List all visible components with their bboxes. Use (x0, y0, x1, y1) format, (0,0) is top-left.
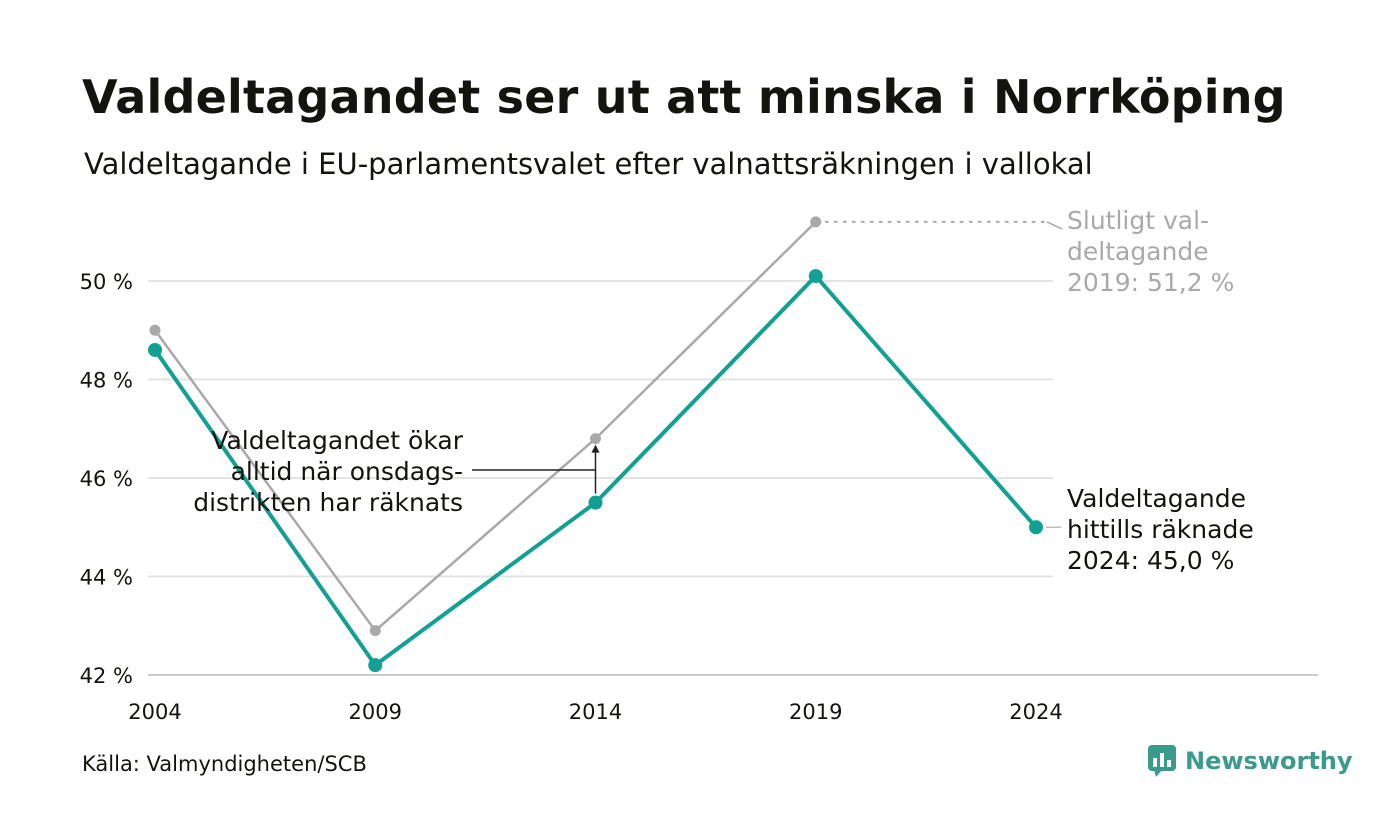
y-tick-label: 50 % (80, 270, 133, 294)
counted-2024-label: Valdeltagande (1067, 484, 1246, 513)
x-tick-label: 2009 (349, 700, 402, 724)
chart-subtitle: Valdeltagande i EU-parlamentsvalet efter… (84, 147, 1093, 181)
y-tick-label: 46 % (80, 467, 133, 491)
counted-turnout-point (368, 658, 383, 673)
x-tick-label: 2014 (569, 700, 622, 724)
final-2019-label: Slutligt val- (1067, 206, 1209, 235)
brand-logo: Newsworthy (1147, 744, 1353, 778)
source-note: Källa: Valmyndigheten/SCB (82, 752, 367, 776)
final-2019-label: 2019: 51,2 % (1067, 268, 1234, 297)
increase-arrow-head (591, 444, 600, 453)
final-2019-label: deltagande (1067, 237, 1209, 266)
counted-turnout-point (1029, 520, 1043, 535)
axis-layer: 42 % 44 % 46 % 48 % 50 % 2004 2009 2014 2019 2024 (80, 270, 1063, 724)
grid-layer (148, 280, 1318, 676)
counted-turnout-point (808, 269, 823, 284)
final-turnout-point (590, 433, 601, 445)
counted-turnout-point (588, 495, 603, 510)
newsworthy-logo-icon (1148, 745, 1176, 777)
wednesday-note: alltid när onsdags- (231, 457, 463, 486)
y-tick-label: 42 % (80, 664, 133, 688)
final-turnout-line (153, 221, 817, 632)
x-tick-label: 2024 (1009, 700, 1062, 724)
counted-2024-label: hittills räknade (1067, 515, 1254, 544)
y-tick-label: 48 % (80, 369, 133, 393)
final-turnout-point (149, 324, 161, 336)
final-turnout-point (369, 625, 381, 637)
wednesday-note: distrikten har räknats (193, 488, 463, 517)
brand-name: Newsworthy (1185, 747, 1353, 775)
y-tick-label: 44 % (80, 566, 133, 590)
series-layer (148, 216, 1043, 673)
counted-turnout-point (148, 342, 162, 357)
chart-title: Valdeltagandet ser ut att minska i Norrk… (82, 70, 1286, 124)
x-tick-label: 2004 (128, 700, 181, 724)
x-tick-label: 2019 (789, 700, 842, 724)
counted-2024-label: 2024: 45,0 % (1067, 546, 1234, 575)
final-2019-connector (1046, 221, 1063, 230)
wednesday-note: Valdeltagandet ökar (211, 426, 463, 455)
final-turnout-point (810, 216, 822, 228)
